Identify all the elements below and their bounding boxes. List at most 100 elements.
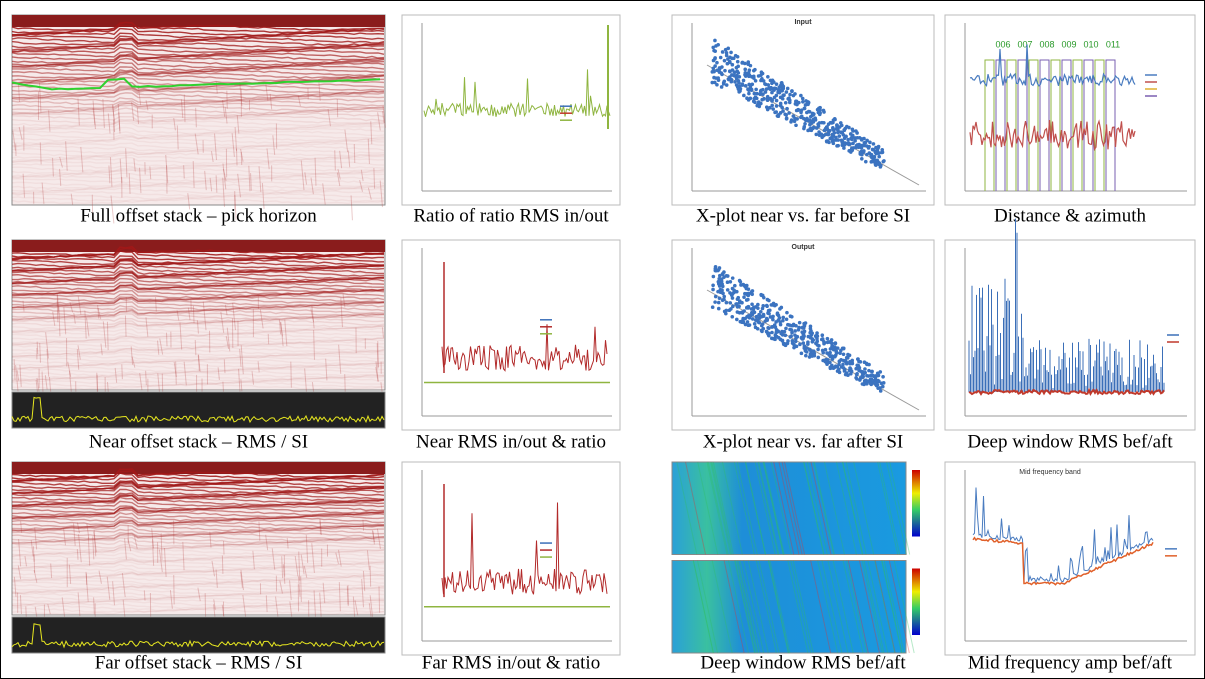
point <box>710 80 715 85</box>
point <box>789 120 793 124</box>
point <box>854 372 859 377</box>
point <box>792 345 796 350</box>
reflector <box>11 358 385 365</box>
point <box>858 360 863 364</box>
point <box>724 274 729 278</box>
point <box>754 314 759 319</box>
point <box>823 347 828 352</box>
noise <box>335 552 339 564</box>
step <box>1094 59 1105 191</box>
point <box>744 283 749 288</box>
noise <box>313 590 317 620</box>
noise <box>217 367 220 380</box>
point <box>789 328 794 332</box>
noise <box>18 539 22 567</box>
point <box>818 108 822 112</box>
noise <box>97 304 100 319</box>
noise <box>92 536 95 560</box>
point <box>836 128 840 133</box>
noise <box>86 523 90 540</box>
point <box>811 125 816 130</box>
noise <box>180 99 184 119</box>
noise <box>224 304 228 316</box>
noise <box>240 345 244 375</box>
noise <box>68 371 72 393</box>
streak <box>733 461 755 555</box>
noise <box>211 560 216 577</box>
noise <box>311 543 315 573</box>
point <box>808 114 813 119</box>
noise <box>236 115 240 134</box>
point <box>831 138 835 142</box>
noise <box>369 565 372 587</box>
point <box>766 311 770 315</box>
point <box>873 150 878 155</box>
point <box>719 277 724 281</box>
point <box>716 279 721 284</box>
reflector <box>11 580 385 587</box>
point <box>779 331 783 336</box>
streak <box>758 560 780 654</box>
streak <box>762 461 784 555</box>
reflector <box>11 258 385 268</box>
point <box>720 272 725 276</box>
point <box>791 323 796 328</box>
reflector <box>11 361 385 369</box>
streak <box>768 560 790 654</box>
point <box>870 380 875 385</box>
streak <box>863 560 885 654</box>
reflector <box>11 363 385 371</box>
point <box>804 99 808 103</box>
noise <box>52 157 54 177</box>
point <box>748 85 753 89</box>
noise <box>176 310 180 321</box>
colorbar <box>912 470 920 537</box>
point <box>873 381 877 386</box>
after-line <box>972 536 1154 586</box>
point <box>752 91 757 96</box>
seismic-top <box>12 240 385 252</box>
noise <box>367 138 370 164</box>
streak <box>712 461 734 555</box>
noise <box>369 595 374 621</box>
reflector <box>11 546 385 554</box>
noise <box>59 156 63 168</box>
noise <box>290 361 292 388</box>
point <box>816 347 820 352</box>
point <box>849 136 853 141</box>
reflector <box>11 154 384 162</box>
reflector <box>11 584 385 592</box>
point <box>781 84 786 89</box>
streak <box>734 560 756 654</box>
data-line <box>968 387 1165 396</box>
noise <box>232 302 236 331</box>
noise <box>13 576 17 597</box>
block-label: 007 <box>1017 39 1032 49</box>
noise <box>375 366 379 382</box>
noise <box>197 354 201 372</box>
point <box>863 370 867 375</box>
reflector <box>11 319 385 327</box>
reflector <box>11 600 385 607</box>
noise <box>215 569 218 588</box>
reflector <box>11 351 385 359</box>
point <box>858 378 862 382</box>
point <box>773 337 777 342</box>
point <box>816 355 821 360</box>
reflector <box>11 99 385 107</box>
point <box>831 127 836 132</box>
noise <box>342 293 346 308</box>
noise <box>92 107 96 125</box>
point <box>746 71 751 75</box>
point <box>745 320 750 324</box>
noise <box>284 319 288 347</box>
caption: Mid frequency amp bef/aft <box>968 652 1173 673</box>
reflector <box>11 313 385 323</box>
noise <box>350 195 353 221</box>
noise <box>265 595 268 613</box>
streak <box>888 560 910 654</box>
point <box>797 325 801 330</box>
colorbar <box>912 568 920 635</box>
reflector <box>11 88 385 99</box>
noise <box>39 343 41 363</box>
